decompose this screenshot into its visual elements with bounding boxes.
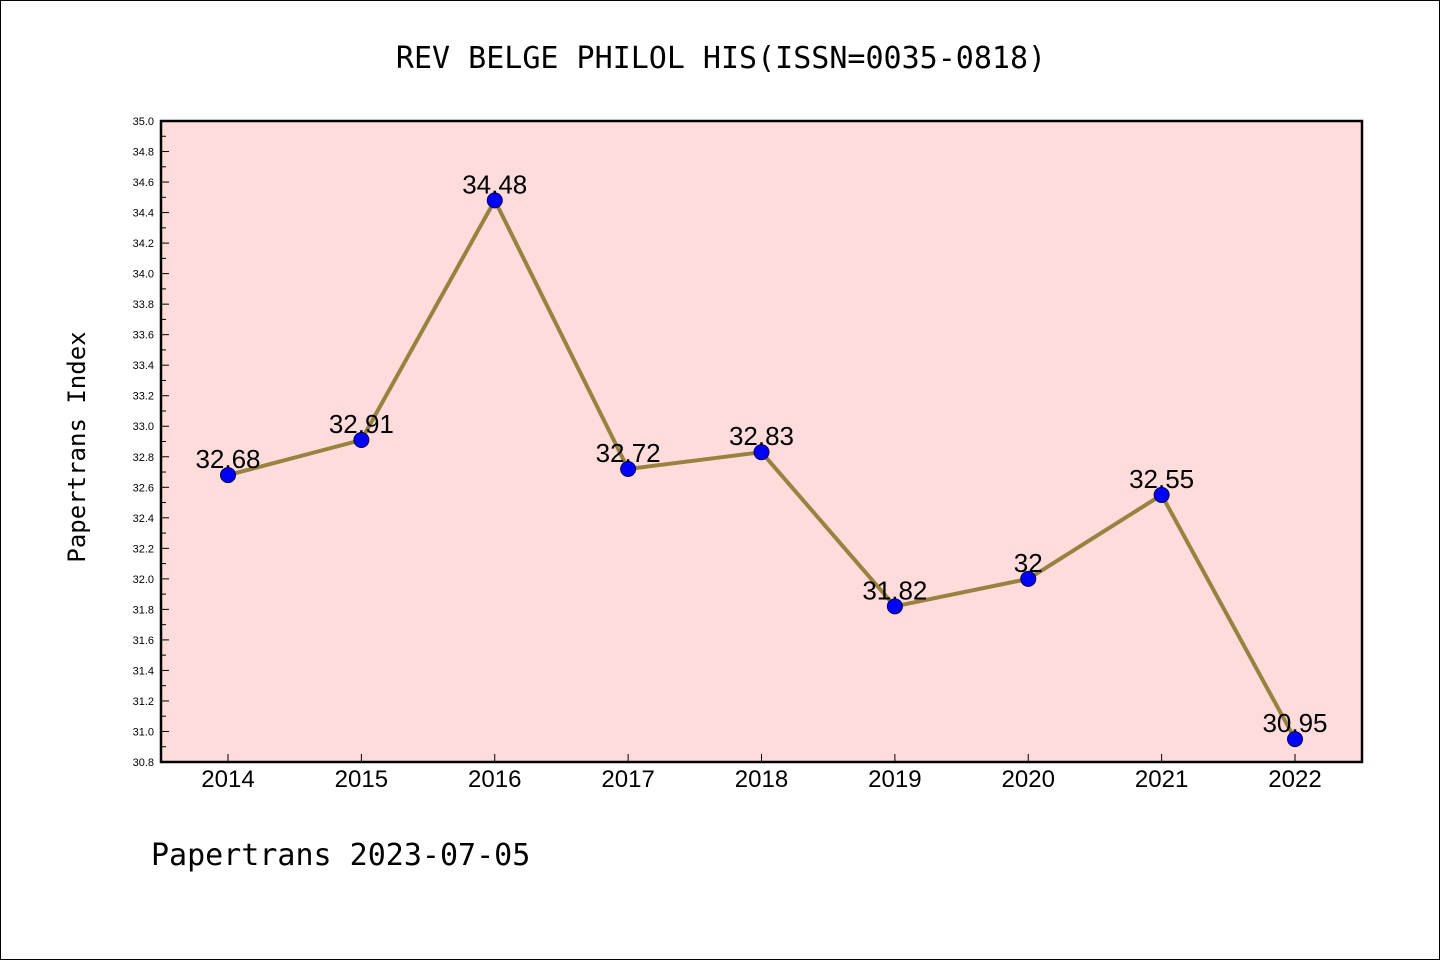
y-axis: 30.8 31.0 31.2 31.4 31.6 31.8 32.0 32.2 32.4 32.6… <box>133 116 169 769</box>
y-axis-label: Papertrans Index <box>63 331 91 562</box>
data-point <box>1020 570 1037 587</box>
data-point <box>886 598 903 615</box>
y-tick-label: 33.6 <box>133 330 154 342</box>
x-axis: 2014 2015 2016 2017 2018 2019 2020 2021 2022 <box>201 754 1322 793</box>
data-label: 34.48 <box>462 169 527 199</box>
y-tick-label: 31.8 <box>133 604 154 616</box>
data-label: 31.82 <box>862 575 927 605</box>
data-point <box>486 192 503 209</box>
y-tick-label: 33.4 <box>133 360 154 372</box>
data-point <box>1153 486 1170 503</box>
data-point <box>220 467 236 484</box>
data-label: 32.55 <box>1129 464 1194 494</box>
chart-title: REV BELGE PHILOL HIS(ISSN=0035-0818) <box>396 41 1046 76</box>
y-tick-label: 32.0 <box>133 574 154 586</box>
x-tick-label: 2022 <box>1268 766 1321 793</box>
y-tick-label: 30.8 <box>133 757 154 769</box>
data-point <box>753 444 770 461</box>
x-tick-label: 2014 <box>201 766 254 793</box>
data-label: 32.91 <box>329 409 394 439</box>
y-tick-label: 32.2 <box>133 543 154 555</box>
y-tick-label: 32.4 <box>133 513 154 525</box>
data-label: 32.83 <box>729 421 794 451</box>
data-point <box>1287 731 1303 748</box>
y-tick-label: 34.4 <box>133 208 154 220</box>
series-line-group <box>220 192 1303 748</box>
y-tick-label: 34.8 <box>133 147 154 159</box>
y-tick-label: 33.0 <box>133 421 154 433</box>
y-tick-label: 32.8 <box>133 452 154 464</box>
y-tick-label: 31.6 <box>133 635 154 647</box>
data-label: 30.95 <box>1262 708 1327 738</box>
y-tick-label: 33.2 <box>133 391 154 403</box>
x-tick-label: 2016 <box>468 766 521 793</box>
data-label-group: 32.68 32.91 34.48 32.72 32.83 31.82 32 32.55 30.… <box>195 169 1327 738</box>
y-tick-label: 31.4 <box>133 665 154 677</box>
x-tick-label: 2017 <box>601 766 654 793</box>
y-tick-label: 34.6 <box>133 177 154 189</box>
y-tick-label: 35.0 <box>133 116 154 128</box>
data-point <box>620 460 637 477</box>
y-tick-label: 34.2 <box>133 238 154 250</box>
y-tick-label: 31.2 <box>133 696 154 708</box>
data-label: 32.72 <box>596 438 661 468</box>
x-tick-label: 2018 <box>735 766 788 793</box>
data-label: 32 <box>1014 548 1043 578</box>
data-label: 32.68 <box>195 444 260 474</box>
footer-text: Papertrans 2023-07-05 <box>151 838 530 873</box>
y-tick-label: 31.0 <box>133 726 154 738</box>
x-tick-label: 2021 <box>1135 766 1188 793</box>
y-tick-label: 32.6 <box>133 482 154 494</box>
data-point <box>353 431 370 448</box>
x-tick-label: 2015 <box>335 766 388 793</box>
y-tick-label: 34.0 <box>133 269 154 281</box>
y-tick-label: 33.8 <box>133 299 154 311</box>
x-tick-label: 2019 <box>868 766 921 793</box>
x-tick-label: 2020 <box>1002 766 1055 793</box>
